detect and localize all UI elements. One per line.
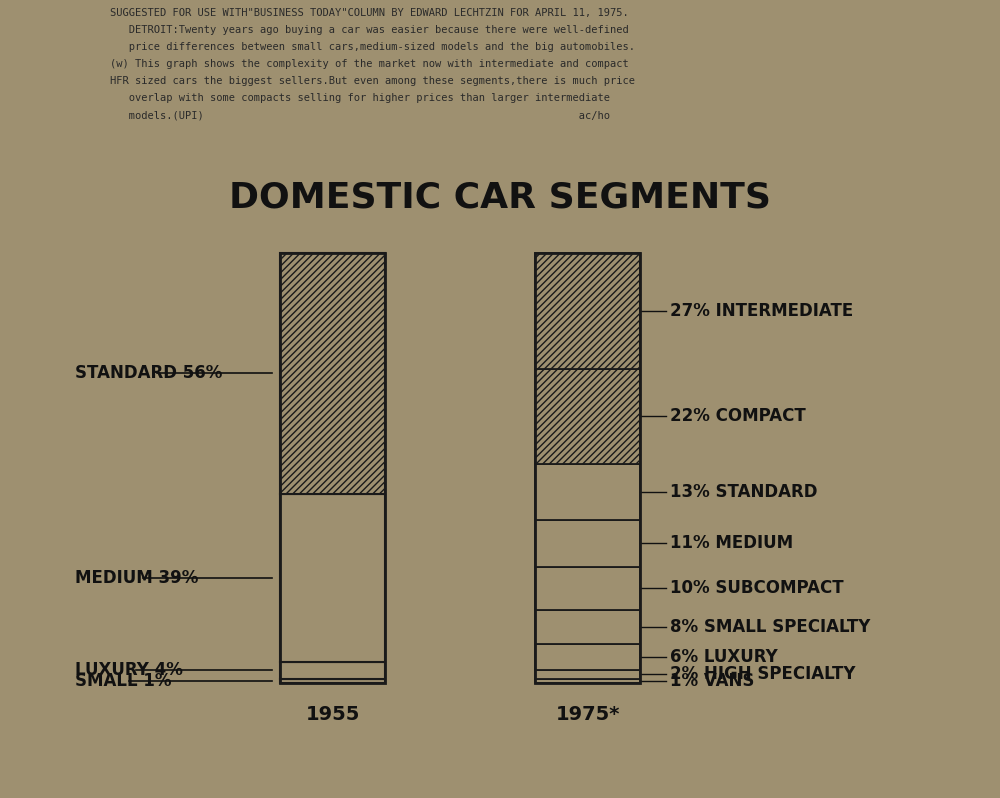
Text: LUXURY 4%: LUXURY 4% <box>75 661 183 679</box>
Text: 2% HIGH SPECIALTY: 2% HIGH SPECIALTY <box>670 666 856 683</box>
Text: 11% MEDIUM: 11% MEDIUM <box>670 534 793 552</box>
Bar <box>280 679 385 683</box>
Text: 27% INTERMEDIATE: 27% INTERMEDIATE <box>670 302 853 320</box>
Text: MEDIUM 39%: MEDIUM 39% <box>75 569 198 587</box>
Text: SUGGESTED FOR USE WITH"BUSINESS TODAY"COLUMN BY EDWARD LECHTZIN FOR APRIL 11, 19: SUGGESTED FOR USE WITH"BUSINESS TODAY"CO… <box>110 8 629 18</box>
Bar <box>280 662 385 679</box>
Text: HFR sized cars the biggest sellers.But even among these segments,there is much p: HFR sized cars the biggest sellers.But e… <box>110 76 635 86</box>
Text: 6% LUXURY: 6% LUXURY <box>670 648 778 666</box>
Text: 13% STANDARD: 13% STANDARD <box>670 483 818 500</box>
Bar <box>535 464 640 519</box>
Text: 1975*: 1975* <box>555 705 620 724</box>
Text: overlap with some compacts selling for higher prices than larger intermediate: overlap with some compacts selling for h… <box>110 93 610 103</box>
Text: 1% VANS: 1% VANS <box>670 672 754 689</box>
Text: STANDARD 56%: STANDARD 56% <box>75 365 222 382</box>
Text: 22% COMPACT: 22% COMPACT <box>670 408 806 425</box>
Text: price differences between small cars,medium-sized models and the big automobiles: price differences between small cars,med… <box>110 42 635 52</box>
Text: 1955: 1955 <box>305 705 360 724</box>
Bar <box>535 519 640 567</box>
Bar <box>535 644 640 670</box>
Bar <box>535 253 640 369</box>
Bar <box>280 494 385 662</box>
Text: (w) This graph shows the complexity of the market now with intermediate and comp: (w) This graph shows the complexity of t… <box>110 59 629 69</box>
Bar <box>535 369 640 464</box>
Bar <box>535 610 640 644</box>
Bar <box>535 679 640 683</box>
Bar <box>535 670 640 679</box>
Bar <box>280 253 385 494</box>
Bar <box>280 253 385 683</box>
Bar <box>535 567 640 610</box>
Text: models.(UPI)                                                            ac/ho: models.(UPI) ac/ho <box>110 110 610 120</box>
Text: SMALL 1%: SMALL 1% <box>75 672 172 689</box>
Text: DETROIT:Twenty years ago buying a car was easier because there were well-defined: DETROIT:Twenty years ago buying a car wa… <box>110 25 629 35</box>
Bar <box>535 253 640 683</box>
Text: DOMESTIC CAR SEGMENTS: DOMESTIC CAR SEGMENTS <box>229 181 771 215</box>
Text: 10% SUBCOMPACT: 10% SUBCOMPACT <box>670 579 844 598</box>
Text: 8% SMALL SPECIALTY: 8% SMALL SPECIALTY <box>670 618 870 636</box>
